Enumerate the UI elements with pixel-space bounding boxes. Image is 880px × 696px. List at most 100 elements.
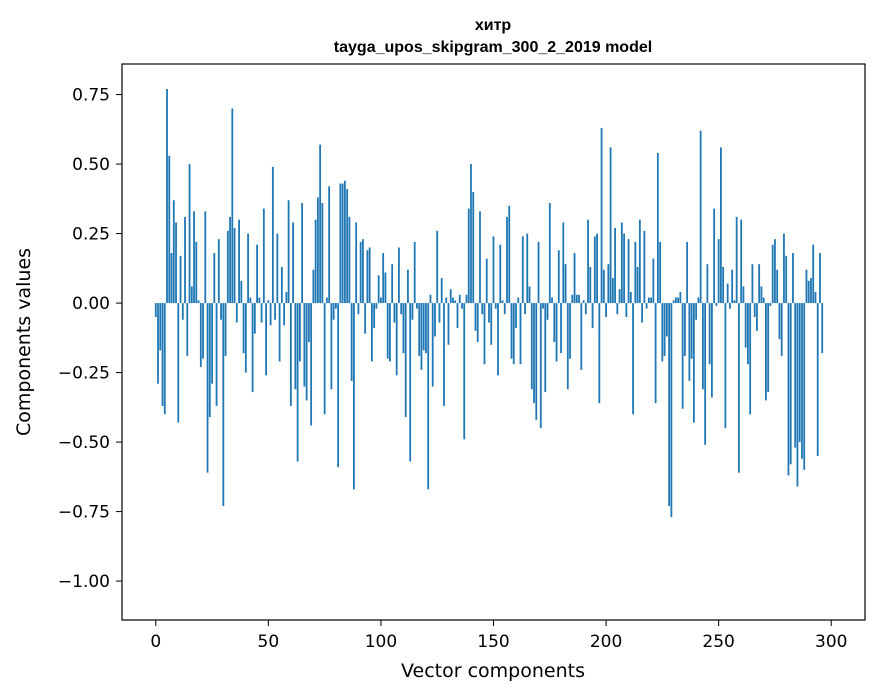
x-axis-label: Vector components — [401, 660, 585, 682]
bar — [609, 147, 612, 304]
bar — [720, 147, 722, 304]
bar — [697, 297, 700, 304]
bar — [747, 303, 749, 365]
x-tick-label: 50 — [258, 632, 280, 652]
bar — [623, 233, 625, 304]
bar — [751, 264, 754, 304]
bar — [472, 191, 475, 304]
bar — [222, 303, 225, 507]
x-tick-label: 0 — [150, 632, 161, 652]
bar — [677, 297, 680, 304]
x-tick-label: 200 — [590, 632, 622, 652]
bar — [688, 303, 691, 381]
bar — [713, 208, 716, 304]
bar — [398, 247, 400, 304]
bar — [467, 208, 470, 304]
bar — [276, 233, 279, 304]
bar — [244, 303, 247, 373]
x-tick-label: 100 — [365, 632, 397, 652]
bar — [611, 278, 614, 304]
bar — [580, 303, 583, 370]
bar — [470, 164, 472, 304]
bar — [774, 239, 776, 304]
bar — [391, 264, 394, 304]
bar — [650, 297, 653, 304]
bar — [395, 303, 398, 376]
bar — [292, 222, 295, 304]
bar — [614, 228, 616, 304]
bar — [438, 303, 441, 323]
bar — [380, 297, 382, 304]
bar — [242, 303, 245, 354]
bar — [780, 303, 783, 356]
bar — [258, 297, 261, 304]
bar — [643, 230, 646, 304]
bar — [323, 303, 326, 415]
bar — [265, 303, 267, 376]
bar — [794, 303, 797, 448]
bar — [564, 264, 567, 304]
bar — [224, 303, 227, 356]
bar — [307, 303, 310, 342]
bar — [449, 289, 452, 304]
bar — [206, 303, 209, 473]
bar — [213, 253, 216, 304]
bar — [690, 303, 693, 359]
bar — [620, 222, 623, 304]
bar — [596, 233, 598, 304]
x-axis-ticks: 0 50 100 150 200 250 300 — [150, 620, 847, 652]
bar — [805, 269, 808, 304]
bar — [341, 183, 344, 304]
bar — [256, 244, 258, 304]
bar — [742, 286, 745, 304]
bar — [413, 241, 416, 304]
bar — [776, 269, 779, 304]
bar — [506, 216, 508, 304]
bar — [758, 264, 761, 304]
bar — [296, 303, 299, 462]
bar — [729, 303, 731, 309]
bar — [220, 303, 222, 320]
bar — [659, 241, 662, 304]
bar — [812, 244, 815, 304]
bar — [434, 303, 436, 337]
bar — [287, 200, 290, 304]
bar — [562, 222, 565, 304]
bar — [474, 303, 477, 331]
bar — [328, 186, 331, 304]
bar — [571, 294, 574, 304]
bar — [195, 241, 198, 304]
bar — [654, 303, 657, 404]
bar — [524, 303, 526, 315]
bar — [726, 283, 729, 304]
bar — [587, 219, 589, 304]
bar — [166, 89, 168, 304]
bar — [420, 303, 423, 370]
bar — [274, 303, 276, 320]
bar — [240, 280, 243, 304]
bar — [704, 303, 707, 445]
bar — [602, 269, 605, 304]
bar — [578, 294, 580, 304]
bar — [814, 291, 817, 304]
bar — [792, 253, 794, 304]
bar — [445, 297, 448, 304]
bar — [548, 203, 551, 304]
bar — [190, 286, 193, 304]
bar — [553, 303, 556, 342]
bar — [706, 264, 709, 304]
bar — [722, 266, 725, 304]
bar — [810, 278, 812, 304]
bar — [544, 303, 547, 393]
y-tick-label: 0.75 — [72, 86, 110, 106]
bar — [425, 303, 427, 354]
bar — [332, 303, 335, 320]
bar — [715, 303, 718, 306]
bar — [796, 303, 799, 487]
bar — [289, 303, 292, 406]
bar — [298, 303, 301, 362]
bars-group — [154, 89, 824, 518]
bar — [711, 303, 713, 398]
bar — [409, 303, 412, 462]
bar — [400, 303, 403, 315]
